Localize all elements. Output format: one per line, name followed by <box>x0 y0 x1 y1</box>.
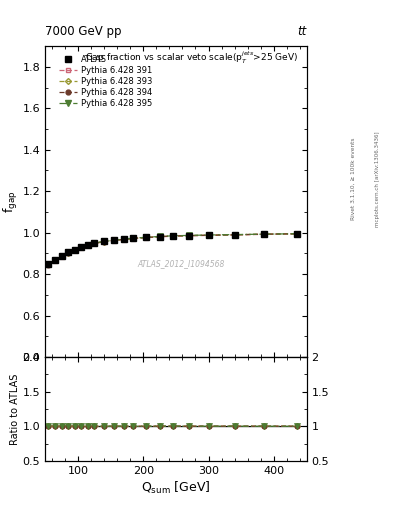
Text: ATLAS_2012_I1094568: ATLAS_2012_I1094568 <box>138 259 225 268</box>
Text: tt: tt <box>297 26 307 38</box>
Y-axis label: f$_{\rm gap}$: f$_{\rm gap}$ <box>2 190 20 213</box>
Text: 7000 GeV pp: 7000 GeV pp <box>45 26 122 38</box>
Text: mcplots.cern.ch [arXiv:1306.3436]: mcplots.cern.ch [arXiv:1306.3436] <box>375 132 380 227</box>
Text: Gap fraction vs scalar veto scale(p$_T^{jets}$>25 GeV): Gap fraction vs scalar veto scale(p$_T^{… <box>85 49 299 66</box>
Text: Rivet 3.1.10, ≥ 100k events: Rivet 3.1.10, ≥ 100k events <box>351 138 356 221</box>
X-axis label: Q$_{\rm sum}$ [GeV]: Q$_{\rm sum}$ [GeV] <box>141 480 211 496</box>
Y-axis label: Ratio to ATLAS: Ratio to ATLAS <box>10 373 20 444</box>
Legend: ATLAS, Pythia 6.428 391, Pythia 6.428 393, Pythia 6.428 394, Pythia 6.428 395: ATLAS, Pythia 6.428 391, Pythia 6.428 39… <box>57 53 154 110</box>
